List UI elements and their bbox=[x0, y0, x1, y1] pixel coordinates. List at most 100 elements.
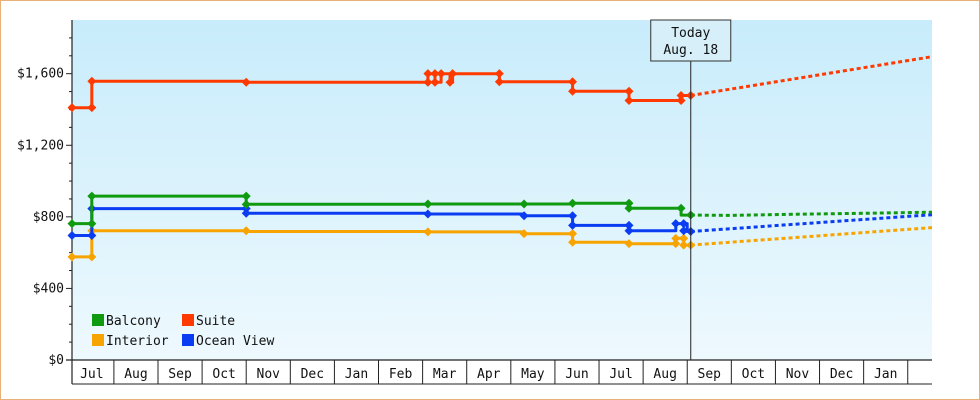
data-point bbox=[430, 69, 440, 79]
data-point bbox=[568, 229, 578, 239]
legend-item: Interior bbox=[92, 334, 169, 349]
data-point bbox=[568, 220, 578, 230]
x-tick-label: Jan bbox=[874, 367, 897, 382]
data-point bbox=[241, 191, 251, 201]
forecast-line bbox=[690, 213, 933, 233]
data-point bbox=[67, 219, 77, 229]
data-point bbox=[87, 103, 97, 113]
legend-swatch bbox=[92, 334, 104, 346]
x-tick-label: Jun bbox=[565, 367, 588, 382]
x-tick-label: Jul bbox=[609, 367, 632, 382]
data-point bbox=[423, 69, 433, 79]
series-ocean-view bbox=[67, 204, 933, 240]
today-date: Aug. 18 bbox=[663, 43, 718, 58]
x-tick-label: Oct bbox=[742, 367, 765, 382]
legend-item: Balcony bbox=[92, 314, 161, 329]
x-tick-label: Nov bbox=[257, 367, 281, 382]
data-point bbox=[519, 229, 529, 239]
legend: Balcony Suite Interior Ocean View bbox=[92, 314, 274, 349]
y-tick-label: $1,200 bbox=[17, 138, 64, 153]
legend-label: Suite bbox=[196, 314, 235, 329]
data-point bbox=[568, 237, 578, 247]
x-tick-label: Oct bbox=[212, 367, 235, 382]
x-tick-label: Aug bbox=[653, 367, 676, 382]
data-point bbox=[519, 211, 529, 221]
data-point bbox=[624, 198, 634, 208]
series-suite bbox=[67, 55, 933, 113]
legend-swatch bbox=[182, 314, 194, 326]
data-point bbox=[87, 219, 97, 229]
data-point bbox=[67, 230, 77, 240]
data-point bbox=[67, 103, 77, 113]
data-point bbox=[568, 77, 578, 87]
data-point bbox=[241, 77, 251, 87]
legend-item: Suite bbox=[182, 314, 235, 329]
data-point bbox=[445, 77, 455, 87]
y-tick-label: $800 bbox=[33, 210, 64, 225]
legend-swatch bbox=[92, 314, 104, 326]
data-point bbox=[624, 226, 634, 236]
data-point bbox=[679, 233, 689, 243]
data-point bbox=[87, 252, 97, 262]
y-tick-label: $1,600 bbox=[17, 67, 64, 82]
x-tick-label: Jan bbox=[345, 367, 368, 382]
data-point bbox=[494, 77, 504, 87]
y-tick-label: $400 bbox=[33, 281, 64, 296]
data-point bbox=[430, 77, 440, 87]
x-tick-label: Feb bbox=[389, 367, 413, 382]
data-point bbox=[423, 227, 433, 237]
series-line bbox=[72, 194, 691, 226]
legend-label: Interior bbox=[106, 334, 169, 349]
data-point bbox=[676, 203, 686, 213]
legend-label: Balcony bbox=[106, 314, 161, 329]
x-tick-label: Jul bbox=[80, 367, 103, 382]
data-point bbox=[671, 233, 681, 243]
data-point bbox=[679, 219, 689, 229]
data-point bbox=[624, 203, 634, 213]
data-point bbox=[423, 209, 433, 219]
x-tick-label: Apr bbox=[477, 367, 501, 382]
data-point bbox=[671, 239, 681, 249]
data-point bbox=[624, 239, 634, 249]
data-point bbox=[241, 199, 251, 209]
data-point bbox=[624, 96, 634, 106]
data-point bbox=[67, 252, 77, 262]
today-label: Today bbox=[671, 26, 710, 41]
data-point bbox=[436, 69, 446, 79]
forecast-line bbox=[690, 226, 933, 247]
data-point bbox=[87, 76, 97, 86]
x-tick-label: Dec bbox=[301, 367, 324, 382]
data-point bbox=[494, 69, 504, 79]
series-layer bbox=[67, 55, 933, 262]
series-balcony bbox=[67, 191, 933, 229]
series-interior bbox=[67, 226, 933, 262]
data-point bbox=[448, 69, 458, 79]
data-point bbox=[519, 199, 529, 209]
data-point bbox=[679, 226, 689, 236]
data-point bbox=[423, 77, 433, 87]
x-tick-label: Nov bbox=[786, 367, 810, 382]
data-point bbox=[679, 240, 689, 250]
x-tick-label: May bbox=[521, 367, 545, 382]
data-point bbox=[87, 230, 97, 240]
data-point bbox=[671, 219, 681, 229]
data-point bbox=[676, 96, 686, 106]
data-point bbox=[624, 220, 634, 230]
x-tick-label: Mar bbox=[433, 367, 457, 382]
plot-area bbox=[72, 20, 932, 360]
x-tick-label: Dec bbox=[830, 367, 853, 382]
data-point bbox=[241, 226, 251, 236]
x-tick-label: Sep bbox=[698, 367, 722, 382]
y-tick-label: $0 bbox=[48, 353, 64, 368]
legend-item: Ocean View bbox=[182, 334, 274, 349]
forecast-line bbox=[690, 55, 933, 97]
data-point bbox=[568, 211, 578, 221]
today-box bbox=[650, 19, 732, 62]
data-point bbox=[423, 199, 433, 209]
x-tick-label: Sep bbox=[168, 367, 192, 382]
axes: $0 $400 $800 $1,200 $1,600 Jul Aug Sep Oct Nov Dec… bbox=[17, 20, 932, 385]
forecast-line bbox=[690, 210, 933, 217]
data-point bbox=[87, 191, 97, 201]
today-marker: Today Aug. 18 bbox=[650, 19, 732, 360]
